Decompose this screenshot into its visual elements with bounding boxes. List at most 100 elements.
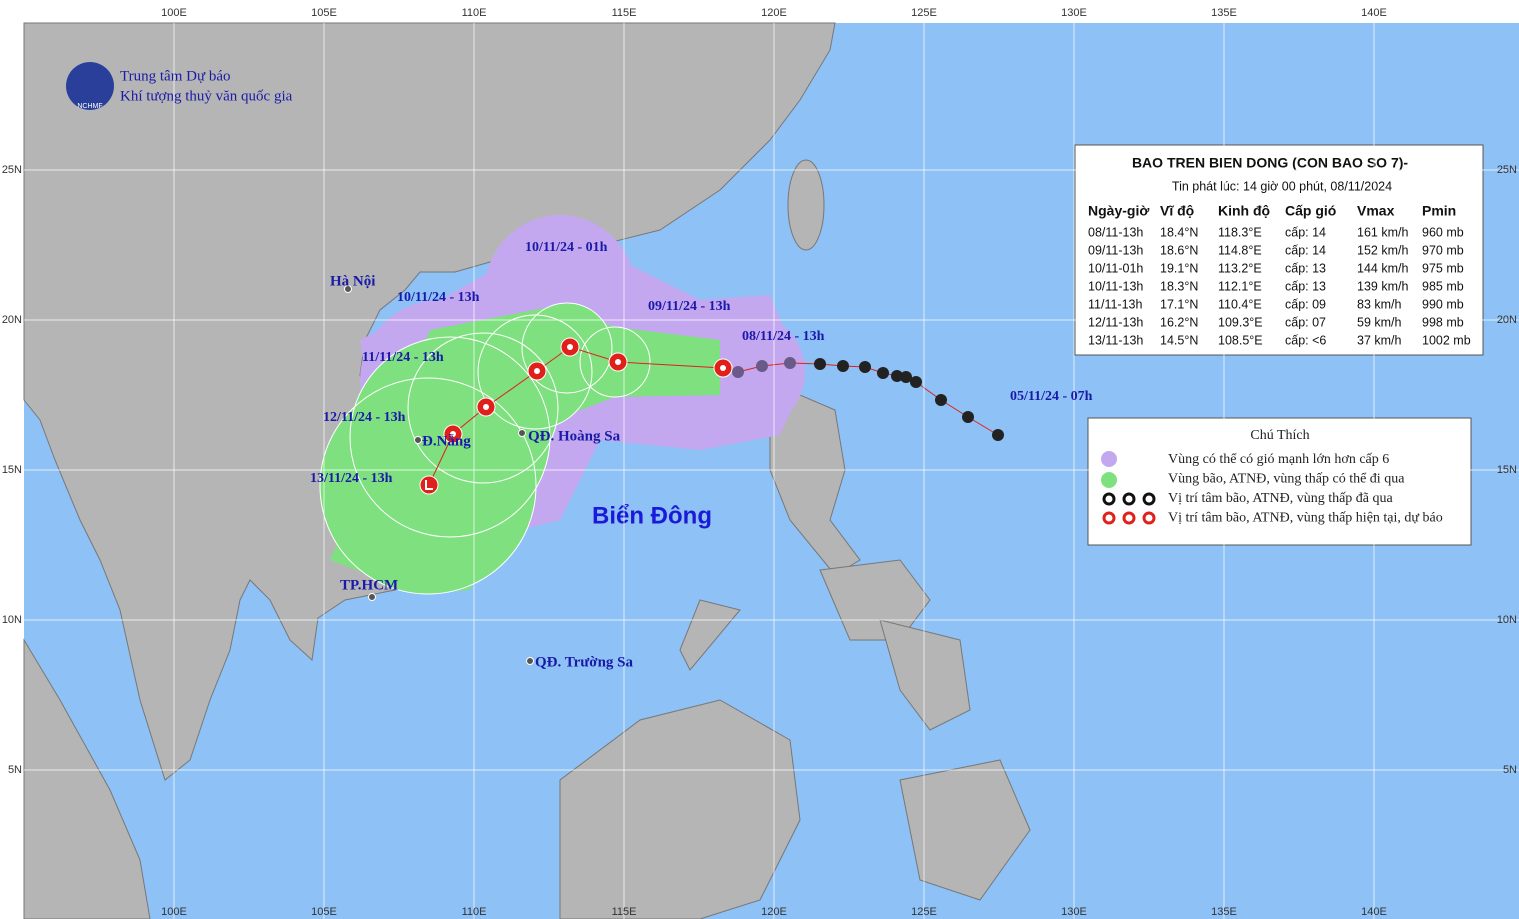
- place-dot: [414, 436, 422, 444]
- past-track: [732, 357, 1004, 441]
- table-cell: 110.4°E: [1218, 297, 1262, 311]
- place-dot: [344, 285, 352, 293]
- table-cell: 152 km/h: [1357, 243, 1408, 257]
- table-cell: cấp: 14: [1285, 225, 1326, 239]
- forecast-eye: [450, 431, 456, 437]
- table-cell: 108.5°E: [1218, 333, 1263, 347]
- table-cell: 12/11-13h: [1088, 315, 1143, 329]
- forecast-position: [419, 475, 439, 495]
- lon-label: 115E: [612, 7, 637, 19]
- table-cell: 985 mb: [1422, 279, 1464, 293]
- track-label: 05/11/24 - 07h: [1010, 389, 1093, 404]
- table-cell: 18.4°N: [1160, 225, 1198, 239]
- table-cell: 08/11-13h: [1088, 225, 1143, 239]
- table-cell: 10/11-13h: [1088, 279, 1143, 293]
- table-cell: cấp: 07: [1285, 315, 1326, 329]
- table-header: Pmin: [1422, 203, 1456, 219]
- lon-label: 140E: [1361, 7, 1387, 19]
- table-cell: cấp: 09: [1285, 297, 1326, 311]
- track-label: 12/11/24 - 13h: [323, 410, 406, 425]
- logo-text: NCHMF: [77, 103, 102, 110]
- past-position: [910, 376, 922, 388]
- table-cell: 998 mb: [1422, 315, 1464, 329]
- lon-label: 105E: [311, 906, 337, 918]
- past-position: [859, 361, 871, 373]
- low-symbol: [425, 480, 433, 490]
- table-cell: 18.6°N: [1160, 243, 1198, 257]
- table-cell: 113.2°E: [1218, 261, 1262, 275]
- legend-item: Vùng bão, ATNĐ, vùng thấp có thể đi qua: [1168, 472, 1405, 487]
- table-header: Vmax: [1357, 203, 1395, 219]
- lon-label: 115E: [612, 906, 637, 918]
- past-position: [891, 370, 903, 382]
- table-cell: 161 km/h: [1357, 225, 1408, 239]
- forecast-eye: [615, 359, 621, 365]
- place-label: Hà Nội: [330, 273, 375, 289]
- track-label: 10/11/24 - 13h: [397, 290, 480, 305]
- lat-label: 5N: [1503, 764, 1517, 776]
- table-cell: 970 mb: [1422, 243, 1464, 257]
- table-header: Cấp gió: [1285, 203, 1336, 219]
- table-cell: 10/11-01h: [1088, 261, 1143, 275]
- org-line: Trung tâm Dự báo: [120, 68, 231, 84]
- table-cell: cấp: 13: [1285, 279, 1326, 293]
- table-cell: 17.1°N: [1160, 297, 1198, 311]
- table-cell: 990 mb: [1422, 297, 1464, 311]
- table-header: Vĩ độ: [1160, 203, 1194, 219]
- table-cell: 975 mb: [1422, 261, 1464, 275]
- table-header: Ngày-giờ: [1088, 203, 1149, 219]
- table-cell: 139 km/h: [1357, 279, 1408, 293]
- lat-label: 15N: [1497, 464, 1517, 476]
- table-cell: 18.3°N: [1160, 279, 1198, 293]
- lon-label: 130E: [1061, 906, 1087, 918]
- table-cell: 960 mb: [1422, 225, 1464, 239]
- lat-label: 15N: [2, 464, 22, 476]
- lon-label: 130E: [1061, 7, 1087, 19]
- place-label: TP.HCM: [340, 577, 398, 593]
- track-label: 11/11/24 - 13h: [362, 350, 444, 365]
- lat-label: 20N: [1497, 314, 1517, 326]
- place-label: QĐ. Trường Sa: [535, 654, 634, 670]
- legend-swatch: [1101, 451, 1117, 467]
- past-position: [756, 360, 768, 372]
- table-cell: 109.3°E: [1218, 315, 1263, 329]
- past-position: [900, 371, 912, 383]
- table-cell: 09/11-13h: [1088, 243, 1143, 257]
- forecast-eye: [720, 365, 726, 371]
- table-cell: 83 km/h: [1357, 297, 1402, 311]
- table-cell: cấp: <6: [1285, 333, 1326, 347]
- forecast-eye: [483, 404, 489, 410]
- past-position: [935, 394, 947, 406]
- track-label: 09/11/24 - 13h: [648, 299, 731, 314]
- legend-item: Vùng có thể có gió mạnh lớn hơn cấp 6: [1168, 452, 1389, 467]
- table-cell: 16.2°N: [1160, 315, 1198, 329]
- table-cell: 1002 mb: [1422, 333, 1471, 347]
- lon-label: 135E: [1211, 906, 1237, 918]
- forecast-eye: [534, 368, 540, 374]
- table-cell: cấp: 14: [1285, 243, 1326, 257]
- lat-label: 10N: [2, 614, 22, 626]
- lon-label: 125E: [911, 906, 937, 918]
- lat-label: 5N: [8, 764, 22, 776]
- place-label: Đ.Nẵng: [422, 433, 471, 449]
- past-position: [877, 367, 889, 379]
- table-cell: 37 km/h: [1357, 333, 1402, 347]
- table-cell: 13/11-13h: [1088, 333, 1143, 347]
- forecast-eye: [567, 344, 573, 350]
- table-cell: 144 km/h: [1357, 261, 1408, 275]
- lon-label: 110E: [462, 906, 487, 918]
- past-position: [837, 360, 849, 372]
- place-dot: [526, 657, 534, 665]
- legend: Chú Thích: [1087, 417, 1472, 546]
- lon-label: 135E: [1211, 7, 1237, 19]
- lat-label: 25N: [1497, 164, 1517, 176]
- table-cell: 14.5°N: [1160, 333, 1198, 347]
- table-cell: 19.1°N: [1160, 261, 1198, 275]
- lon-label: 100E: [161, 906, 187, 918]
- lat-label: 10N: [1497, 614, 1517, 626]
- legend-item: Vị trí tâm bão, ATNĐ, vùng thấp đã qua: [1168, 491, 1394, 506]
- table-cell: 118.3°E: [1218, 225, 1262, 239]
- legend-item: Vị trí tâm bão, ATNĐ, vùng thấp hiện tại…: [1168, 511, 1443, 526]
- table-cell: 112.1°E: [1218, 279, 1262, 293]
- sea-label: Biển Đông: [592, 502, 712, 529]
